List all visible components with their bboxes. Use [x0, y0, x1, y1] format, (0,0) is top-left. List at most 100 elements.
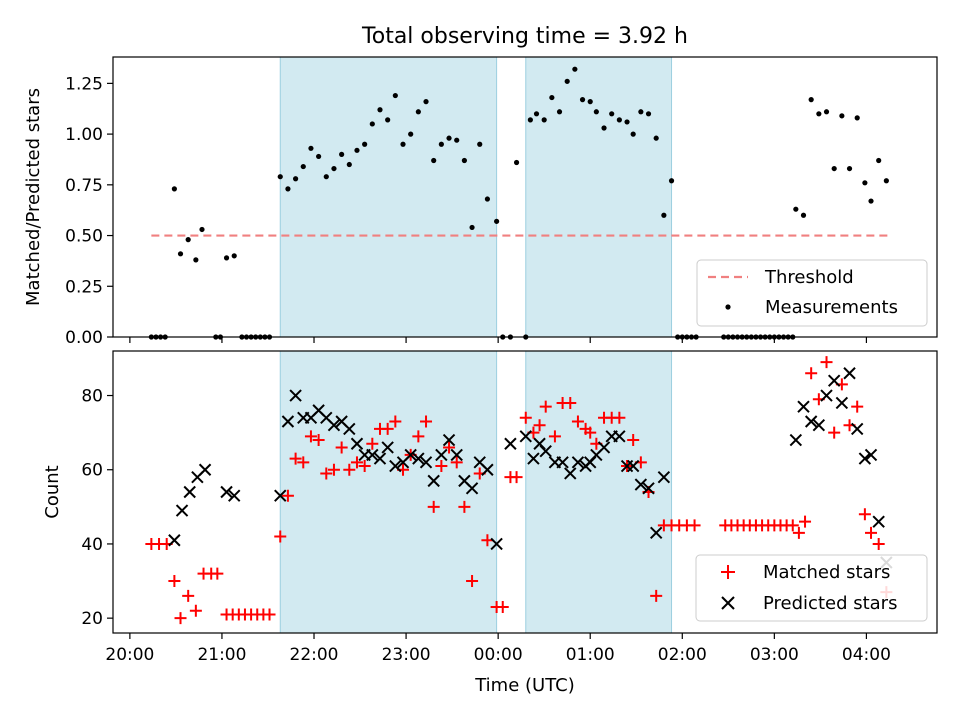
matched-star-point — [805, 367, 818, 380]
matched-star-point — [786, 519, 799, 532]
predicted-star-point — [527, 452, 540, 465]
predicted-star-point — [481, 463, 494, 476]
matched-star-point — [412, 430, 425, 443]
predicted-stars-legend-icon — [721, 596, 735, 610]
predicted-star-point — [539, 444, 552, 458]
predicted-star-point — [168, 534, 181, 547]
top-x-tick-marks — [129, 337, 868, 343]
matched-stars-legend-icon — [721, 565, 735, 579]
measurement-point — [564, 78, 570, 84]
chart-title: Total observing time = 3.92 h — [361, 24, 688, 49]
measurement-point — [556, 109, 563, 115]
matched-star-point — [851, 400, 864, 413]
measurement-point — [494, 218, 500, 224]
predicted-star-point — [564, 467, 577, 480]
bottom-x-ticks: 20:00 21:00 22:00 23:00 00:00 01:00 02:00 03:00… — [105, 633, 891, 665]
matched-star-point — [263, 608, 276, 621]
measurement-point — [469, 224, 475, 231]
measurement-point — [831, 165, 837, 172]
predicted-star-point — [597, 441, 611, 454]
bottom-legend-box — [695, 554, 928, 622]
matched-star-point — [443, 441, 456, 454]
measurement-point — [423, 99, 429, 105]
matched-star-point — [182, 589, 195, 602]
measurement-point — [431, 157, 437, 164]
measurement-point — [661, 212, 667, 218]
highlight-span — [525, 56, 673, 338]
measurement-point — [316, 153, 322, 160]
matched-star-point — [450, 456, 463, 469]
bottom-y-axis-label: Count — [42, 465, 63, 518]
highlight-span — [279, 56, 498, 338]
measurement-point — [846, 165, 853, 172]
matched-star-point — [312, 434, 325, 447]
measurements-legend-label: Measurements — [765, 297, 898, 318]
matched-star-point — [792, 526, 805, 539]
measurement-point — [185, 237, 191, 243]
measurement-point — [513, 159, 520, 166]
measurement-point — [193, 257, 199, 263]
matched-star-point — [496, 601, 509, 614]
measurement-point — [408, 131, 414, 137]
y-tick-label: 1.00 — [65, 125, 103, 145]
predicted-star-point — [183, 485, 196, 499]
top-panel-highlight-spans — [279, 56, 673, 338]
matched-star-point — [335, 441, 348, 454]
matched-star-point — [381, 422, 394, 435]
matched-star-point — [304, 430, 317, 443]
matched-star-point — [420, 415, 433, 428]
matched-star-point — [320, 467, 333, 480]
measurement-point — [385, 117, 391, 123]
predicted-star-point — [504, 437, 517, 450]
measurement-point — [868, 198, 874, 204]
matched-star-point — [865, 526, 878, 539]
measurements-series — [148, 66, 889, 340]
measurement-point — [354, 147, 360, 153]
y-tick-label: 0.00 — [65, 328, 103, 348]
measurement-point — [400, 141, 406, 147]
measurement-point — [572, 66, 578, 72]
matched-stars-series — [145, 356, 893, 625]
measurement-point — [624, 119, 630, 125]
measurement-point — [292, 176, 299, 182]
matched-star-point — [627, 434, 640, 447]
predicted-star-point — [435, 448, 448, 462]
measurement-point — [579, 97, 586, 103]
predicted-star-point — [613, 430, 626, 443]
y-tick-label: 0.50 — [65, 227, 103, 247]
measurement-point — [346, 161, 352, 168]
predicted-star-point — [412, 452, 425, 465]
matched-star-point — [343, 463, 356, 476]
highlight-span — [279, 350, 498, 634]
predicted-star-point — [175, 504, 189, 517]
measurement-point — [277, 174, 283, 180]
matched-star-point — [168, 575, 181, 588]
measurement-point — [601, 125, 607, 131]
predicted-star-point — [327, 419, 341, 432]
predicted-star-point — [634, 478, 648, 491]
matched-star-point — [289, 452, 302, 465]
measurement-point — [839, 113, 845, 119]
matched-star-point — [584, 426, 597, 439]
measurement-point — [587, 99, 593, 105]
y-tick-label: 20 — [81, 609, 103, 629]
measurement-point — [593, 109, 599, 115]
x-tick-label: 02:00 — [658, 645, 707, 665]
matched-star-point — [688, 519, 701, 532]
measurements-legend-icon — [725, 304, 731, 310]
measurement-point — [808, 97, 814, 103]
matched-star-point — [189, 604, 202, 617]
predicted-star-point — [465, 482, 479, 495]
predicted-star-point — [220, 485, 233, 499]
predicted-star-point — [872, 515, 885, 528]
predicted-star-point — [289, 389, 302, 402]
x-tick-label: 00:00 — [474, 645, 523, 665]
y-tick-label: 1.25 — [65, 74, 103, 94]
highlight-span — [525, 350, 673, 634]
matched-star-point — [358, 460, 371, 473]
x-tick-label: 21:00 — [197, 645, 246, 665]
measurement-point — [415, 109, 421, 115]
matched-star-point — [571, 415, 584, 428]
matched-star-point — [872, 537, 885, 550]
